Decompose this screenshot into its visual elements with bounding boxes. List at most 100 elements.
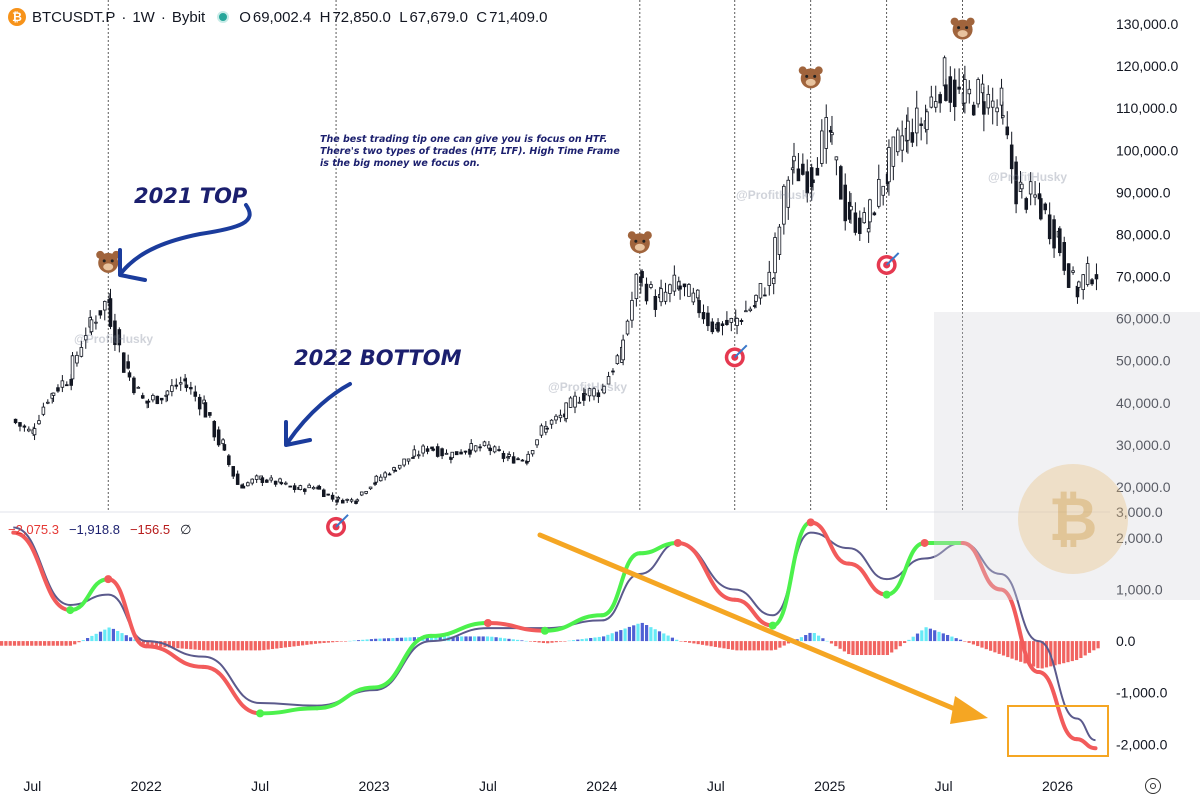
bear-muzzle — [634, 243, 645, 251]
candle — [843, 173, 847, 231]
bear-eye — [813, 74, 817, 78]
bear-ear — [643, 231, 652, 240]
candle-body-up — [37, 420, 41, 425]
candle-body-up — [891, 136, 896, 167]
candle — [862, 207, 866, 224]
histogram-bar — [266, 641, 270, 650]
candle — [155, 395, 160, 405]
candle — [682, 283, 687, 297]
candle — [136, 386, 141, 389]
candle — [368, 486, 373, 491]
histogram-bar — [494, 637, 498, 642]
histogram-bar — [172, 641, 176, 648]
watermark-text: @ProfitHusky — [548, 380, 628, 394]
candle-body-up — [558, 414, 563, 419]
candle-body-up — [773, 237, 777, 274]
candle — [520, 459, 525, 462]
candle — [625, 319, 630, 336]
visibility-icon[interactable]: ∅ — [180, 522, 192, 537]
histogram-bar — [490, 636, 494, 642]
time-axis-label: Jul — [707, 778, 725, 794]
histogram-bar — [645, 625, 649, 642]
candle — [22, 424, 27, 432]
histogram-bar — [933, 630, 937, 642]
histogram-bar — [649, 627, 653, 642]
target-dart — [335, 514, 349, 528]
candle — [763, 287, 767, 297]
candle-body-down — [292, 485, 297, 490]
candle — [530, 449, 535, 457]
candle-body-up — [473, 445, 478, 452]
candle — [767, 260, 772, 296]
candle — [858, 210, 862, 241]
histogram-bar — [911, 636, 915, 642]
candle-body-up — [735, 317, 739, 326]
target-icon — [876, 252, 900, 275]
candle-body-up — [687, 284, 691, 297]
candle-body-down — [944, 84, 948, 101]
histogram-bar — [903, 641, 907, 644]
candle-body-up — [246, 482, 250, 487]
candle-body-down — [1005, 126, 1010, 136]
candle-body-up — [967, 88, 972, 95]
candle — [891, 136, 896, 181]
histogram-bar — [43, 641, 47, 646]
histogram-bar — [688, 641, 692, 643]
candle-body-down — [227, 455, 231, 466]
histogram-bar — [511, 639, 515, 642]
histogram-bar — [855, 641, 859, 656]
macd-line-segment — [542, 613, 604, 633]
histogram-bar — [976, 641, 980, 647]
candle-body-up — [630, 300, 634, 321]
candle-body-down — [516, 458, 520, 461]
histogram-bar — [17, 641, 21, 646]
candle — [463, 450, 468, 455]
candle — [231, 466, 236, 479]
candle — [279, 482, 284, 486]
histogram-bar — [619, 630, 623, 642]
close-label: C — [476, 8, 488, 26]
candle-body-down — [596, 392, 601, 398]
histogram-bar — [468, 636, 472, 642]
symbol-name[interactable]: BTCUSDT.P — [32, 8, 116, 26]
candle-body-up — [625, 320, 630, 335]
candle — [459, 449, 463, 455]
candle-body-up — [378, 476, 383, 482]
candle — [94, 315, 98, 330]
histogram-bar — [713, 641, 717, 647]
histogram-bar — [679, 641, 683, 642]
candle — [507, 451, 511, 460]
settings-gear-icon[interactable] — [1145, 778, 1161, 794]
histogram-bar — [528, 641, 533, 642]
candle — [355, 498, 360, 503]
histogram-bar — [292, 641, 296, 647]
candle-body-up — [754, 294, 758, 302]
candle — [558, 409, 563, 423]
price-axis-label: 20,000.0 — [1116, 479, 1171, 495]
crossover-dot — [483, 619, 492, 628]
candle-body-down — [843, 184, 847, 222]
candle-body-up — [1081, 274, 1085, 291]
candle-body-up — [221, 439, 225, 444]
macd-axis-label: 0.0 — [1116, 633, 1136, 649]
candle-body-down — [411, 457, 415, 459]
target-dart — [885, 252, 900, 266]
histogram-bar — [275, 641, 279, 649]
histogram-bar — [1092, 641, 1096, 651]
interval[interactable]: 1W — [132, 8, 155, 26]
histogram-bar — [283, 641, 287, 648]
candle — [241, 483, 246, 489]
watermark-text: @ProfitHusky — [988, 170, 1068, 184]
histogram-bar — [73, 641, 77, 645]
candle — [1009, 131, 1014, 184]
candle-body-up — [1001, 115, 1005, 118]
histogram-bar — [868, 641, 872, 656]
candle — [630, 291, 634, 328]
candle — [165, 390, 170, 402]
candle-body-up — [583, 393, 587, 396]
histogram-bar — [584, 638, 588, 642]
candle — [37, 414, 41, 425]
macd-line-segment — [732, 597, 775, 628]
